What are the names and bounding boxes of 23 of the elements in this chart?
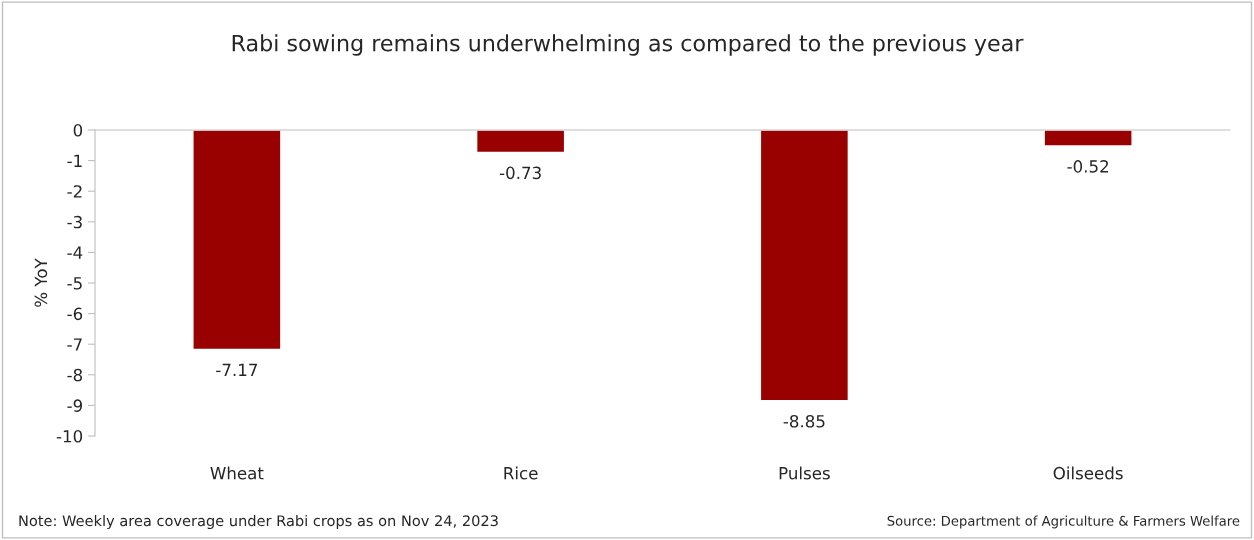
y-tick-label: -9 <box>67 399 83 412</box>
y-tick-label: -6 <box>67 307 83 321</box>
data-label: -7.17 <box>216 363 258 376</box>
text: Note: Weekly area coverage under Rabi crops as on Nov 24, 2023 <box>19 514 498 530</box>
data-label: -8.85 <box>783 414 825 428</box>
y-tick-label: -3 <box>67 215 82 229</box>
y-tick-label: -5 <box>67 277 82 290</box>
y-tick-label: -10 <box>56 429 83 443</box>
x-tick-label: Rice <box>504 466 538 480</box>
x-tick-label: Oilseeds <box>1053 466 1123 480</box>
y-tick-label: -7 <box>67 338 82 351</box>
y-axis-title: % YoY <box>34 258 48 307</box>
data-label: -0.73 <box>499 166 541 180</box>
data-label: -0.52 <box>1067 160 1109 173</box>
source-note: Source: Department of Agriculture & Farmers Welfare <box>887 515 1240 529</box>
y-tick-label: -1 <box>67 154 82 167</box>
chart-title: Rabi sowing remains underwhelming as compared to the previous year <box>232 34 1024 56</box>
x-tick-label: Pulses <box>779 466 830 480</box>
y-tick-label: -8 <box>67 368 83 382</box>
y-tick-label: 0 <box>73 123 83 137</box>
y-tick-label: -2 <box>67 185 82 198</box>
y-tick-label: -4 <box>67 246 83 259</box>
x-tick-label: Wheat <box>210 466 264 480</box>
